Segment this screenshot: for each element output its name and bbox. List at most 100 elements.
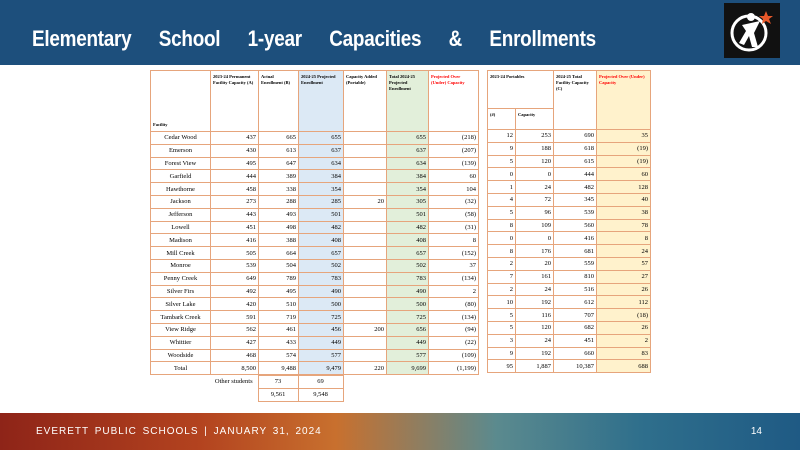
row-label: Other students: [214, 378, 253, 386]
table-row: Forest View 495 647 634 634 (139): [150, 156, 479, 171]
table-cell: 456: [298, 322, 344, 337]
table-cell: 495: [258, 284, 299, 299]
table-cell: 83: [596, 346, 651, 361]
table-cell: 5: [487, 320, 516, 335]
table-cell: 707: [553, 308, 597, 322]
table-cell: 2: [487, 256, 516, 271]
table-cell: 388: [258, 233, 299, 248]
facility-name: Total: [150, 361, 211, 376]
table-cell: 725: [386, 310, 429, 324]
table-row: Garfield 444 389 384 384 60: [150, 169, 479, 184]
table-row: 5 120 682 26: [487, 320, 651, 335]
table-row: 9 188 618 (19): [487, 141, 651, 156]
facility-name: Forest View: [150, 156, 211, 171]
table-cell: 27: [596, 269, 651, 284]
table-row: 0 0 444 60: [487, 167, 651, 182]
table-cell: 789: [258, 271, 299, 286]
table-cell: (18): [596, 308, 651, 322]
column-header: Actual Enrollment (B): [258, 70, 299, 132]
table-cell: 510: [258, 297, 299, 312]
table-row: 8 109 560 78: [487, 218, 651, 233]
facility-name: Garfield: [150, 169, 211, 184]
table-cell: 615: [553, 154, 597, 169]
table-cell: 128: [596, 180, 651, 194]
table-cell: 10: [487, 295, 516, 310]
facility-name: Silver Lake: [150, 297, 211, 312]
facility-name: Emerson: [150, 143, 211, 158]
table-cell: 660: [553, 346, 597, 361]
facility-name: Tambark Creek: [150, 310, 211, 324]
other-row: Other students 73 69: [210, 375, 344, 389]
table-row: Emerson 430 613 637 637 (207): [150, 143, 479, 158]
table-row: 2 20 559 57: [487, 256, 651, 271]
table-cell: 657: [298, 246, 344, 260]
table-cell: 24: [596, 244, 651, 258]
table-cell: [343, 297, 387, 312]
table-cell: 60: [596, 167, 651, 182]
table-cell: 96: [515, 205, 554, 220]
table-cell: [343, 156, 387, 171]
table-cell: 9,479: [298, 361, 344, 376]
table-cell: 451: [210, 220, 259, 235]
table-cell: 345: [553, 192, 597, 207]
table-cell: 24: [515, 282, 554, 297]
table-cell: 389: [258, 169, 299, 184]
facility-name: Cedar Wood: [150, 131, 211, 145]
table-cell: 72: [515, 192, 554, 207]
table-cell: [343, 182, 387, 196]
column-header: Facility: [150, 70, 211, 132]
table-cell: 502: [298, 258, 344, 273]
table-cell: 433: [258, 335, 299, 350]
table-cell: [343, 220, 387, 235]
table-cell: 502: [386, 258, 429, 273]
column-header: Total 2024-25 Projected Enrollment: [386, 70, 429, 132]
table-cell: 577: [386, 348, 429, 363]
table-cell: (31): [428, 220, 479, 235]
column-header: 2024-25 Total Facility Capacity (C): [553, 70, 597, 130]
table-cell: 73: [257, 375, 299, 389]
table-cell: 26: [596, 320, 651, 335]
table-row: 5 116 707 (18): [487, 308, 651, 322]
table-cell: 37: [428, 258, 479, 273]
table-cell: 384: [386, 169, 429, 184]
table-cell: 688: [596, 359, 651, 374]
table-cell: 500: [386, 297, 429, 312]
table-cell: 416: [553, 231, 597, 246]
table-cell: 444: [553, 167, 597, 182]
table-cell: [343, 246, 387, 260]
table-cell: 161: [515, 269, 554, 284]
table-cell: 26: [596, 282, 651, 297]
table-cell: 9,488: [258, 361, 299, 376]
table-cell: 10,387: [553, 359, 597, 374]
table-cell: 69: [297, 375, 344, 389]
table-cell: 8: [596, 231, 651, 246]
table-row: 10 192 612 112: [487, 295, 651, 310]
table-cell: 38: [596, 205, 651, 220]
table-cell: 40: [596, 192, 651, 207]
table-row: 0 0 416 8: [487, 231, 651, 246]
table-cell: 120: [515, 320, 554, 335]
table-row: Silver Firs 492 495 490 490 2: [150, 284, 479, 299]
footer-text: EVERETT PUBLIC SCHOOLS | JANUARY 31, 202…: [36, 426, 322, 437]
table-cell: 719: [258, 310, 299, 324]
table-cell: (218): [428, 131, 479, 145]
table-cell: 690: [553, 129, 597, 143]
table-cell: 560: [553, 218, 597, 233]
table-cell: [343, 169, 387, 184]
table-cell: 657: [386, 246, 429, 260]
table-cell: 647: [258, 156, 299, 171]
table-row: 1 24 482 128: [487, 180, 651, 194]
column-header: 2024-25 Projected Enrollment: [298, 70, 344, 132]
table-cell: 24: [515, 180, 554, 194]
table-cell: 655: [386, 131, 429, 145]
table-cell: 408: [298, 233, 344, 248]
table-cell: 24: [515, 333, 554, 348]
table-cell: 8: [487, 218, 516, 233]
header-bar: Elementary School 1-year Capacities & En…: [0, 0, 800, 65]
table-cell: (94): [428, 322, 479, 337]
table-cell: 112: [596, 295, 651, 310]
table-cell: [343, 310, 387, 324]
table-cell: 492: [210, 284, 259, 299]
table-cell: 176: [515, 244, 554, 258]
table-cell: [343, 348, 387, 363]
